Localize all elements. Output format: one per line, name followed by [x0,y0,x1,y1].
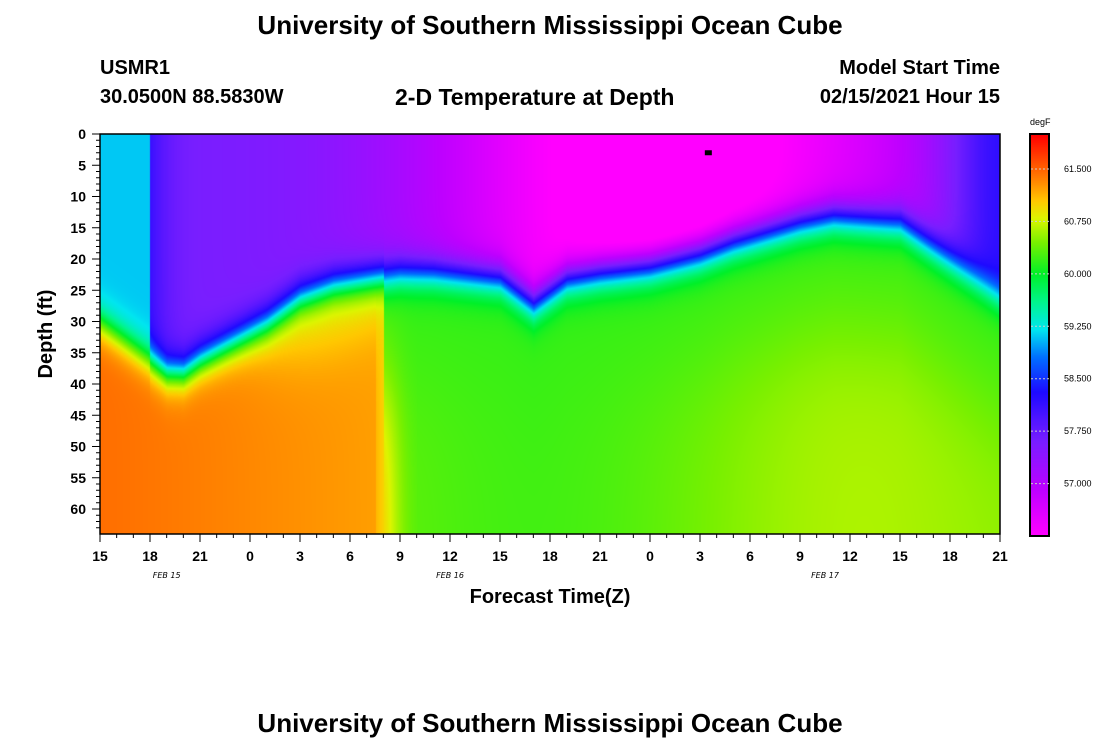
x-tick-label: 9 [396,548,404,564]
colorbar-tick-label: 61.500 [1064,164,1092,174]
page-title: University of Southern Mississippi Ocean… [257,10,843,40]
colorbar-ticks: 61.500 60.750 60.000 59.250 58.500 57.750 57.0… [1031,164,1092,489]
x-tick-label: 15 [492,548,508,564]
colorbar-tick-label: 60.000 [1064,269,1092,279]
station-id: USMR1 [100,57,171,79]
y-tick-label: 15 [70,220,86,236]
x-tick-label: 15 [92,548,108,564]
colorbar-tick-label: 58.500 [1064,374,1092,384]
data-marker [704,150,712,156]
y-tick-label: 60 [70,501,86,517]
date-labels: FEB 15 FEB 16 FEB 17 [153,571,840,580]
y-tick-label: 35 [70,345,86,361]
model-start-label: Model Start Time [839,57,1000,79]
x-axis-label: Forecast Time(Z) [470,586,631,608]
colorbar-gradient [1031,134,1049,536]
y-tick-label: 30 [70,314,86,330]
y-tick-label: 45 [70,407,86,423]
x-tick-label: 12 [442,548,458,564]
y-tick-label: 40 [70,376,86,392]
x-tick-label: 3 [296,548,304,564]
colorbar-frame [1029,133,1050,537]
x-tick-label: 6 [746,548,754,564]
x-tick-label: 21 [592,548,608,564]
x-tick-label: 21 [992,548,1008,564]
colorbar-tick-label: 59.250 [1064,321,1092,331]
colorbar-tick-label: 57.750 [1064,426,1092,436]
x-tick-label: 9 [796,548,804,564]
x-tick-label: 3 [696,548,704,564]
date-label: FEB 17 [811,571,840,580]
x-tick-label: 6 [346,548,354,564]
temperature-heatmap [100,134,1000,534]
date-label: FEB 16 [436,571,464,580]
y-tick-label: 20 [70,251,86,267]
y-tick-label: 0 [78,126,86,142]
plot-title: 2-D Temperature at Depth [395,84,675,110]
footer-title: University of Southern Mississippi Ocean… [257,708,843,738]
y-axis: 0 5 10 15 20 25 30 35 40 45 50 55 60 [70,126,100,529]
colorbar-tick-label: 60.750 [1064,216,1092,226]
x-tick-label: 21 [192,548,208,564]
x-tick-label: 18 [942,548,958,564]
y-tick-label: 5 [78,157,86,173]
y-tick-label: 50 [70,439,86,455]
x-axis: 15 18 21 0 3 6 9 12 15 18 21 0 3 6 9 12 15 18 21 [92,534,1008,564]
x-tick-label: 18 [542,548,558,564]
model-start-time: 02/15/2021 Hour 15 [819,86,1000,108]
y-tick-label: 10 [70,189,86,205]
x-tick-label: 15 [892,548,908,564]
date-label: FEB 15 [153,571,181,580]
x-tick-label: 18 [142,548,158,564]
colorbar-tick-label: 57.000 [1064,479,1092,489]
x-tick-label: 0 [646,548,654,564]
y-axis-label: Depth (ft) [35,290,57,379]
colorbar-units: degF [1030,117,1051,127]
y-tick-label: 55 [70,470,86,486]
x-tick-label: 0 [246,548,254,564]
y-tick-label: 25 [70,282,86,298]
station-coordinates: 30.0500N 88.5830W [100,86,284,108]
x-tick-label: 12 [842,548,858,564]
